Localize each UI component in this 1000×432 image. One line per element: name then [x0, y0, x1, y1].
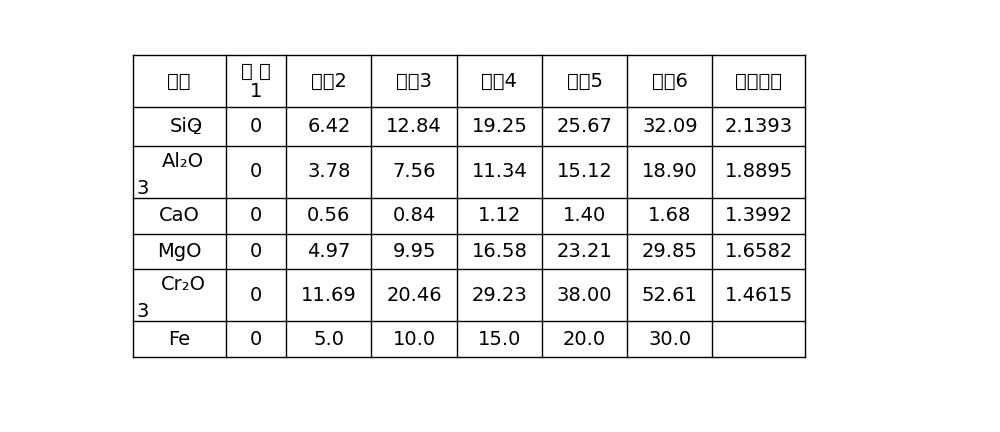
Text: 3.78: 3.78 — [307, 162, 351, 181]
Text: 29.23: 29.23 — [471, 286, 527, 305]
Text: 38.00: 38.00 — [557, 286, 612, 305]
Text: SiO: SiO — [170, 117, 203, 136]
Text: 2: 2 — [193, 123, 202, 137]
Text: 浓度5: 浓度5 — [567, 72, 603, 91]
Text: 0.84: 0.84 — [392, 206, 436, 226]
Text: 3: 3 — [137, 179, 149, 198]
Text: Fe: Fe — [168, 330, 190, 349]
Text: 3: 3 — [137, 302, 149, 321]
Text: 0: 0 — [250, 117, 262, 136]
Text: 1: 1 — [250, 83, 262, 102]
Text: 10.0: 10.0 — [393, 330, 436, 349]
Text: 0: 0 — [250, 162, 262, 181]
Text: 52.61: 52.61 — [642, 286, 698, 305]
Text: 1.8895: 1.8895 — [725, 162, 793, 181]
Text: 20.46: 20.46 — [386, 286, 442, 305]
Text: 浓度4: 浓度4 — [481, 72, 517, 91]
Text: 5.0: 5.0 — [313, 330, 344, 349]
Text: 1.6582: 1.6582 — [725, 242, 793, 261]
Text: 浓 度: 浓 度 — [241, 62, 271, 81]
Text: 12.84: 12.84 — [386, 117, 442, 136]
Text: Al₂O: Al₂O — [162, 152, 204, 171]
Text: MgO: MgO — [157, 242, 202, 261]
Text: 16.58: 16.58 — [471, 242, 527, 261]
Text: 25.67: 25.67 — [557, 117, 613, 136]
Text: 0.56: 0.56 — [307, 206, 351, 226]
Text: 18.90: 18.90 — [642, 162, 698, 181]
Text: 2.1393: 2.1393 — [725, 117, 793, 136]
Text: 1.4615: 1.4615 — [725, 286, 793, 305]
Text: 1.68: 1.68 — [648, 206, 692, 226]
Text: 20.0: 20.0 — [563, 330, 606, 349]
Text: 6.42: 6.42 — [307, 117, 351, 136]
Text: 0: 0 — [250, 242, 262, 261]
Text: 元素: 元素 — [168, 72, 191, 91]
Text: CaO: CaO — [159, 206, 200, 226]
Text: 11.34: 11.34 — [471, 162, 527, 181]
Text: 换算系数: 换算系数 — [735, 72, 782, 91]
Text: 浓度3: 浓度3 — [396, 72, 432, 91]
Text: 30.0: 30.0 — [648, 330, 691, 349]
Text: 19.25: 19.25 — [471, 117, 527, 136]
Text: 0: 0 — [250, 330, 262, 349]
Text: 1.3992: 1.3992 — [725, 206, 793, 226]
Text: 15.0: 15.0 — [478, 330, 521, 349]
Text: 11.69: 11.69 — [301, 286, 357, 305]
Text: 7.56: 7.56 — [392, 162, 436, 181]
Text: 浓度2: 浓度2 — [311, 72, 347, 91]
Text: 9.95: 9.95 — [392, 242, 436, 261]
Text: 1.40: 1.40 — [563, 206, 606, 226]
Text: 浓度6: 浓度6 — [652, 72, 688, 91]
Text: 29.85: 29.85 — [642, 242, 698, 261]
Text: 15.12: 15.12 — [557, 162, 613, 181]
Text: 32.09: 32.09 — [642, 117, 698, 136]
Text: 1.12: 1.12 — [478, 206, 521, 226]
Text: Cr₂O: Cr₂O — [161, 275, 206, 294]
Text: 23.21: 23.21 — [557, 242, 612, 261]
Text: 0: 0 — [250, 286, 262, 305]
Text: 0: 0 — [250, 206, 262, 226]
Text: 4.97: 4.97 — [307, 242, 351, 261]
